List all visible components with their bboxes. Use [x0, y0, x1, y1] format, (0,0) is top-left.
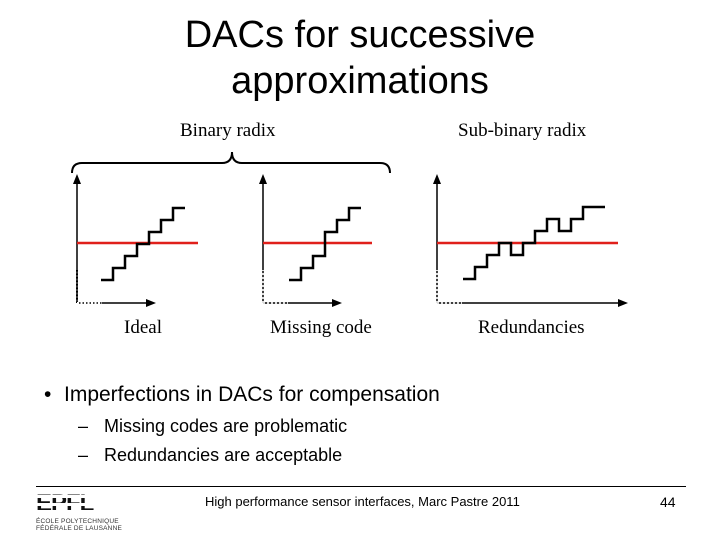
- ideal-y-arrow: [73, 174, 81, 184]
- footer-text: High performance sensor interfaces, Marc…: [205, 494, 520, 509]
- redund-staircase: [463, 205, 605, 281]
- binary-radix-label: Binary radix: [180, 120, 276, 141]
- panel-missing-code: [259, 174, 372, 307]
- bullet-main-text: Imperfections in DACs for compensation: [64, 383, 440, 406]
- bullet-main: • Imperfections in DACs for compensation: [44, 383, 440, 407]
- dac-staircase-figure: [71, 151, 628, 307]
- missing-staircase: [289, 206, 361, 282]
- sub-bullet-2-text: Redundancies are acceptable: [104, 445, 343, 465]
- sub-bullet-1-text: Missing codes are problematic: [104, 416, 348, 436]
- page-number: 44: [660, 494, 676, 510]
- binary-group-brace: [71, 151, 391, 174]
- logo-stripe: [36, 503, 114, 506]
- ideal-staircase: [101, 206, 185, 282]
- dash-icon: –: [78, 445, 89, 465]
- redund-x-arrow: [618, 299, 628, 307]
- title-line-1: DACs for successive: [184, 14, 536, 56]
- sub-bullet-1: – Missing codes are problematic: [78, 416, 347, 437]
- logo-stripe: [36, 510, 114, 512]
- epfl-logo: EPFL ÉCOLE POLYTECHNIQUE FÉDÉRALE DE LAU…: [36, 491, 122, 532]
- dash-icon: –: [78, 416, 89, 436]
- panel-label-redundancies: Redundancies: [478, 317, 585, 338]
- title-line-2: approximations: [231, 60, 489, 102]
- panel-redundancies: [433, 174, 628, 307]
- logo-subtext-1: ÉCOLE POLYTECHNIQUE: [36, 518, 119, 525]
- footer-divider: [36, 486, 686, 487]
- ideal-x-arrow: [146, 299, 156, 307]
- panel-label-missing-code: Missing code: [270, 317, 372, 338]
- missing-x-arrow: [332, 299, 342, 307]
- bullet-dot-icon: •: [44, 383, 52, 406]
- redund-y-arrow: [433, 174, 441, 184]
- sub-bullet-2: – Redundancies are acceptable: [78, 445, 342, 466]
- logo-subtext-2: FÉDÉRALE DE LAUSANNE: [36, 525, 122, 532]
- panel-label-ideal: Ideal: [124, 317, 162, 338]
- panel-ideal: [73, 174, 198, 307]
- slide-title: DACs for successive approximations: [100, 12, 620, 104]
- sub-binary-radix-label: Sub-binary radix: [458, 120, 587, 141]
- logo-stripe: [36, 495, 114, 498]
- missing-y-arrow: [259, 174, 267, 184]
